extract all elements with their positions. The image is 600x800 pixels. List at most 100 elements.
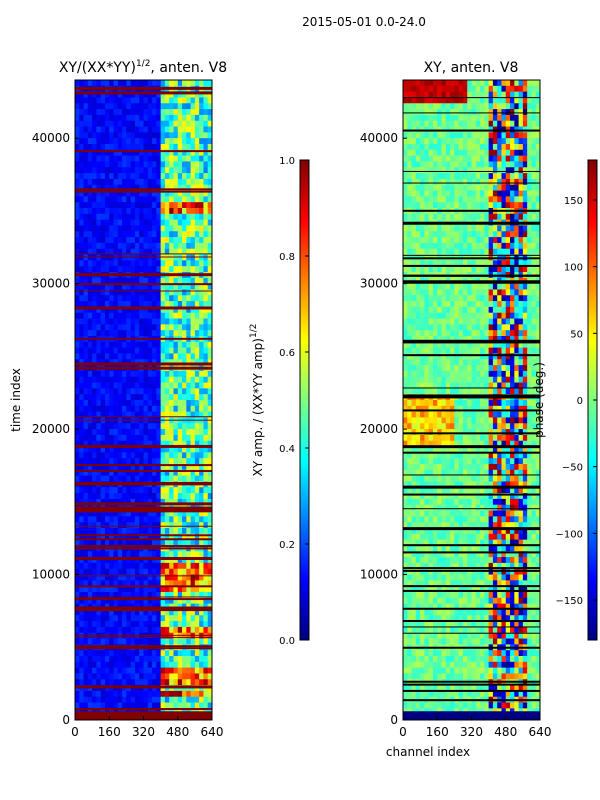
heatmap-cell bbox=[475, 196, 481, 203]
heatmap-cell bbox=[194, 533, 200, 541]
heatmap-cell bbox=[484, 138, 490, 145]
heatmap-cell bbox=[203, 202, 209, 209]
heatmap-cell bbox=[139, 650, 145, 657]
heatmap-cell bbox=[522, 196, 528, 203]
heatmap-cell bbox=[117, 574, 123, 581]
heatmap-cell bbox=[190, 423, 196, 430]
heatmap-cell bbox=[92, 458, 98, 465]
heatmap-cell bbox=[190, 190, 196, 197]
heatmap-cell bbox=[488, 242, 494, 250]
heatmap-cell bbox=[92, 190, 98, 197]
heatmap-cell bbox=[527, 190, 533, 197]
heatmap-cell bbox=[143, 539, 149, 547]
heatmap-cell bbox=[471, 161, 477, 168]
heatmap-cell bbox=[450, 190, 455, 197]
heatmap-cell bbox=[139, 114, 145, 122]
heatmap-cell bbox=[182, 295, 187, 302]
heatmap-cell bbox=[535, 301, 540, 308]
heatmap-cell bbox=[100, 91, 106, 99]
heatmap-cell bbox=[164, 353, 170, 360]
heatmap-cell bbox=[87, 266, 93, 273]
heatmap-cell bbox=[104, 161, 110, 168]
heatmap-cell bbox=[501, 324, 507, 331]
heatmap-cell bbox=[147, 400, 153, 407]
heatmap-cell bbox=[510, 97, 515, 104]
heatmap-cell bbox=[122, 109, 127, 116]
heatmap-cell bbox=[480, 120, 485, 128]
heatmap-cell bbox=[83, 341, 89, 349]
heatmap-cell bbox=[126, 330, 132, 337]
heatmap-cell bbox=[518, 242, 524, 250]
heatmap-cell bbox=[92, 400, 98, 407]
heatmap-cell bbox=[113, 149, 119, 157]
heatmap-cell bbox=[177, 458, 183, 465]
heatmap-cell bbox=[441, 132, 447, 139]
heatmap-cell bbox=[100, 557, 106, 564]
heatmap-cell bbox=[518, 138, 524, 145]
heatmap-cell bbox=[156, 231, 162, 238]
heatmap-cell bbox=[100, 155, 106, 163]
heatmap-cell bbox=[518, 103, 524, 110]
heatmap-cell bbox=[484, 248, 490, 256]
heatmap-cell bbox=[152, 464, 157, 471]
heatmap-cell bbox=[117, 469, 123, 477]
heatmap-cell bbox=[432, 306, 438, 314]
heatmap-cell bbox=[143, 667, 149, 675]
heatmap-cell bbox=[96, 242, 102, 250]
heatmap-cell bbox=[527, 283, 533, 291]
heatmap-cell bbox=[100, 306, 106, 314]
heatmap-cell bbox=[194, 434, 200, 442]
heatmap-cell bbox=[531, 138, 537, 145]
heatmap-cell bbox=[75, 225, 80, 232]
heatmap-cell bbox=[134, 597, 140, 605]
heatmap-cell bbox=[182, 626, 187, 634]
heatmap-cell bbox=[147, 167, 153, 174]
heatmap-cell bbox=[134, 475, 140, 483]
heatmap-cell bbox=[134, 562, 140, 570]
heatmap-cell bbox=[139, 120, 145, 128]
heatmap-cell bbox=[79, 213, 85, 221]
heatmap-cell bbox=[182, 621, 187, 628]
heatmap-cell bbox=[109, 248, 115, 256]
heatmap-cell bbox=[407, 213, 413, 221]
heatmap-cell bbox=[475, 132, 481, 139]
heatmap-cell bbox=[445, 97, 451, 104]
heatmap-cell bbox=[122, 621, 127, 628]
heatmap-cell bbox=[428, 167, 434, 174]
heatmap-cell bbox=[143, 277, 149, 285]
heatmap-cell bbox=[437, 289, 443, 296]
heatmap-cell bbox=[450, 184, 455, 192]
heatmap-cell bbox=[134, 196, 140, 203]
heatmap-cell bbox=[79, 318, 85, 325]
heatmap-cell bbox=[505, 301, 511, 308]
heatmap-cell bbox=[87, 330, 93, 337]
heatmap-cell bbox=[510, 237, 515, 244]
heatmap-cell bbox=[113, 597, 119, 605]
heatmap-cell bbox=[126, 149, 132, 157]
heatmap-cell bbox=[186, 516, 192, 523]
heatmap-cell bbox=[152, 341, 157, 349]
heatmap-cell bbox=[522, 132, 528, 139]
heatmap-cell bbox=[139, 301, 145, 308]
heatmap-cell bbox=[96, 638, 102, 645]
heatmap-cell bbox=[156, 487, 162, 494]
heatmap-cell bbox=[173, 609, 179, 616]
heatmap-cell bbox=[156, 434, 162, 442]
heatmap-cell bbox=[420, 237, 426, 244]
heatmap-cell bbox=[147, 516, 153, 523]
heatmap-cell bbox=[173, 388, 179, 395]
heatmap-cell bbox=[182, 440, 187, 448]
heatmap-cell bbox=[100, 277, 106, 285]
heatmap-cell bbox=[160, 260, 166, 267]
heatmap-cell bbox=[100, 411, 106, 419]
heatmap-cell bbox=[100, 283, 106, 291]
heatmap-cell bbox=[480, 190, 485, 197]
heatmap-cell bbox=[182, 458, 187, 465]
heatmap-cell bbox=[109, 423, 115, 430]
heatmap-cell bbox=[177, 202, 183, 209]
heatmap-cell bbox=[510, 295, 515, 302]
heatmap-cell bbox=[514, 202, 520, 209]
heatmap-cell bbox=[87, 650, 93, 657]
heatmap-cell bbox=[505, 242, 511, 250]
heatmap-cell bbox=[134, 411, 140, 419]
